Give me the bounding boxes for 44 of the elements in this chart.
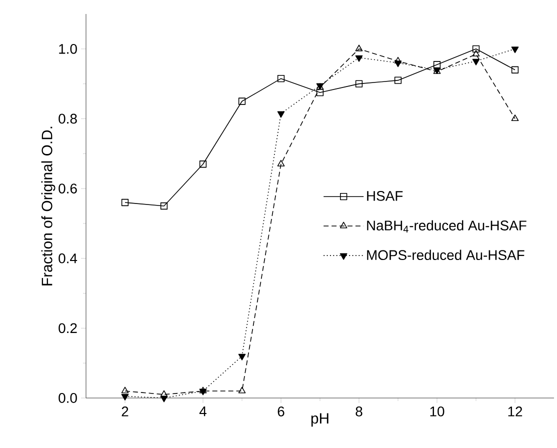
y-axis-title: Fraction of Original O.D.: [41, 126, 56, 286]
point: [160, 396, 168, 402]
x-tick-label: 8: [356, 406, 362, 416]
point: [238, 98, 246, 105]
point: [394, 60, 402, 68]
point: [511, 46, 519, 54]
point: [511, 114, 519, 122]
x-tick-label: 10: [430, 406, 444, 416]
point: [355, 44, 363, 52]
point: [472, 50, 480, 56]
legend-label: MOPS-reduced Au-HSAF: [367, 250, 524, 260]
point: [394, 76, 402, 84]
point: [238, 354, 246, 360]
x-tick-label: 4: [199, 406, 206, 416]
x-tick-label: 6: [278, 406, 284, 416]
point: [277, 74, 285, 82]
point: [160, 390, 168, 397]
legend-label: NaBH$_{4}$-reduced Au-HSAF: [367, 220, 526, 232]
point: [121, 198, 129, 206]
x-axis-title: pH: [311, 413, 328, 427]
point: [277, 160, 285, 166]
x-tick-label: 2: [122, 406, 128, 416]
point: [472, 58, 480, 66]
y-tick-label: 0.4: [58, 253, 78, 264]
legend-label: HSAF: [367, 190, 403, 201]
point: [355, 55, 363, 62]
point: [316, 88, 324, 96]
point: [433, 61, 441, 68]
point: [238, 386, 246, 394]
y-tick-label: 0.8: [58, 114, 77, 124]
point: [355, 80, 363, 88]
point: [472, 45, 480, 52]
y-tick-label: 0.6: [58, 184, 77, 194]
point: [199, 160, 207, 168]
y-tick-label: 0.0: [58, 393, 77, 403]
point: [121, 394, 129, 400]
point: [160, 202, 168, 210]
x-tick-label: 12: [508, 406, 522, 416]
point: [121, 386, 129, 394]
point: [511, 66, 519, 74]
y-tick-label: 1.0: [59, 44, 77, 54]
y-tick-label: 0.2: [58, 323, 77, 334]
point: [277, 111, 285, 118]
point: [394, 56, 402, 64]
